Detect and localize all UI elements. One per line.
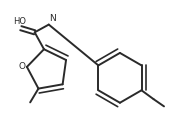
- Text: N: N: [50, 14, 56, 23]
- Text: HO: HO: [13, 17, 26, 26]
- Text: O: O: [19, 62, 26, 71]
